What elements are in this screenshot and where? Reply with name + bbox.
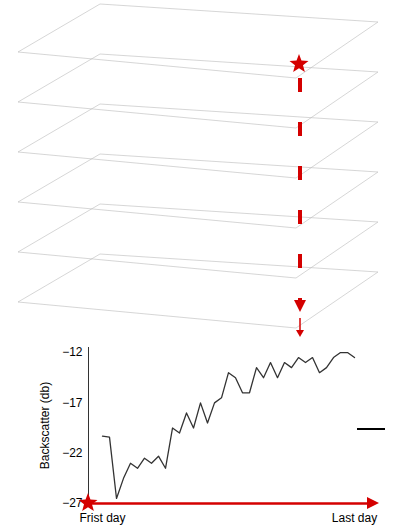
svg-text:−12: −12: [62, 345, 83, 359]
svg-text:Backscatter (db): Backscatter (db): [38, 382, 52, 469]
svg-text:−22: −22: [62, 446, 83, 460]
svg-text:Last day: Last day: [332, 511, 377, 525]
svg-text:−17: −17: [62, 396, 83, 410]
svg-text:−27: −27: [62, 496, 83, 510]
svg-text:Frist day: Frist day: [79, 511, 125, 525]
